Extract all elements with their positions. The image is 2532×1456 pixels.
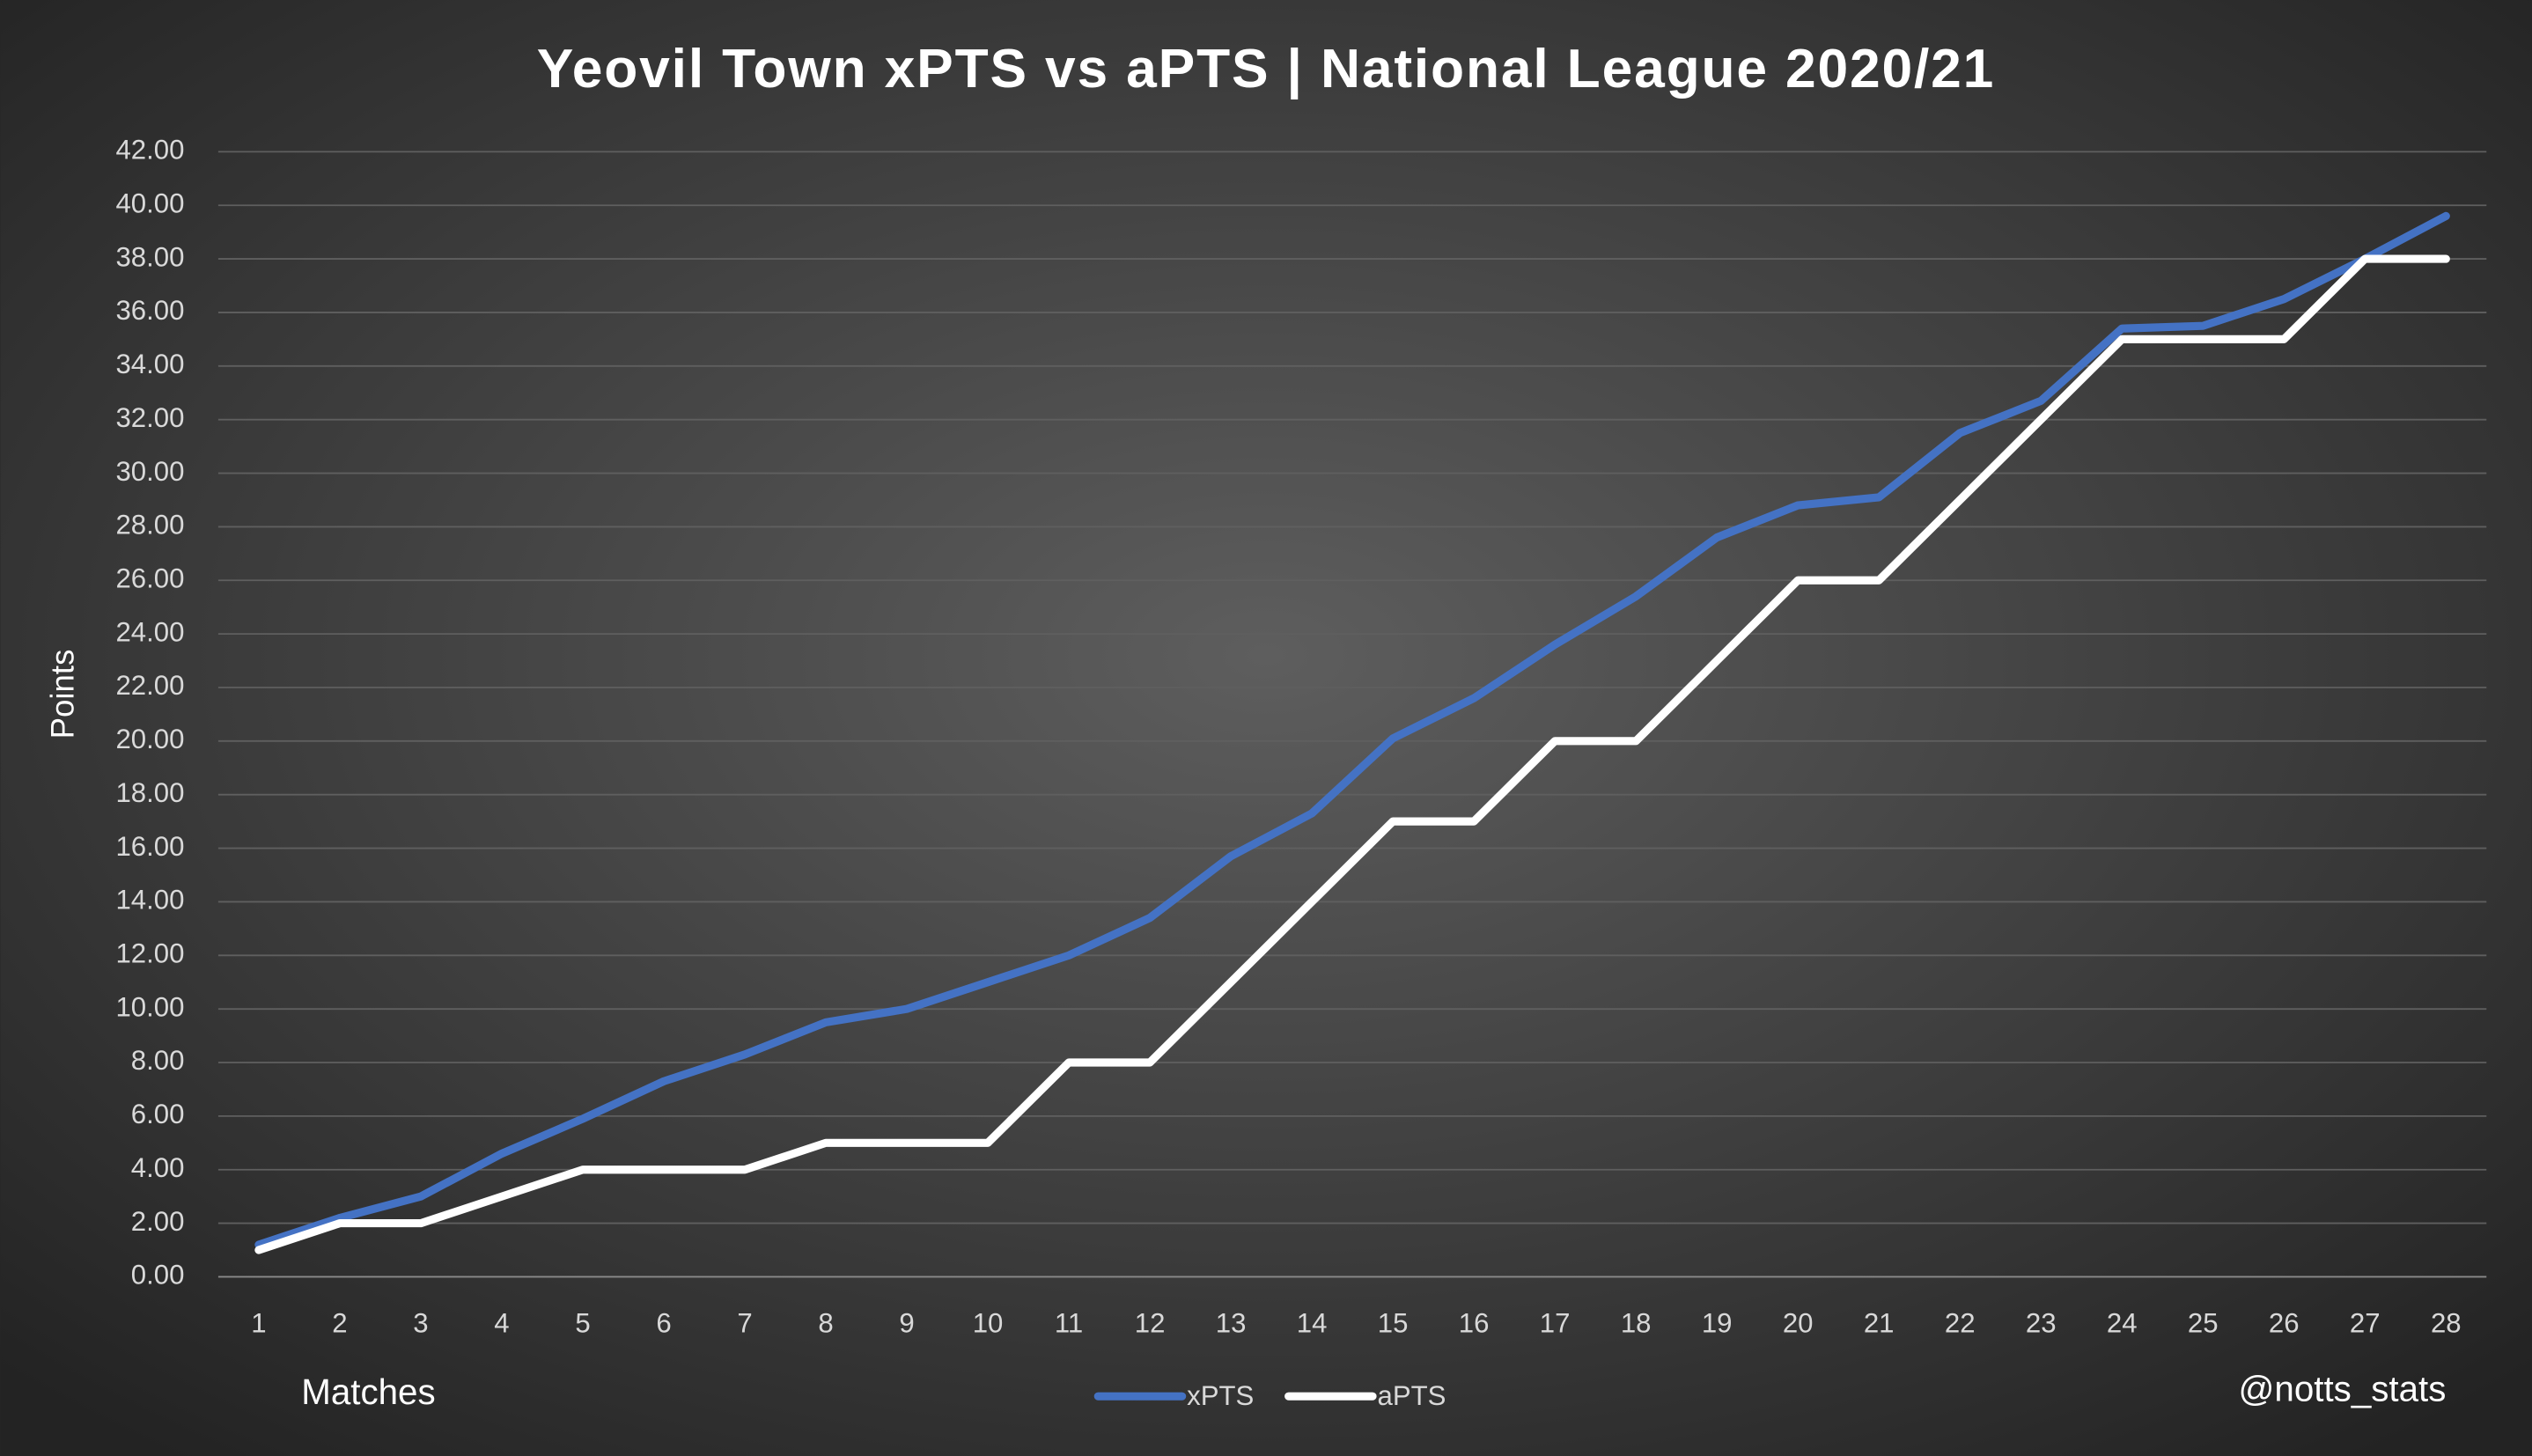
x-tick-label: 16	[1459, 1308, 1490, 1339]
x-tick-label: 25	[2188, 1308, 2219, 1339]
x-tick-label: 14	[1297, 1308, 1328, 1339]
y-tick-label: 22.00	[115, 670, 184, 701]
y-tick-label: 18.00	[115, 777, 184, 808]
y-tick-label: 16.00	[115, 831, 184, 862]
x-tick-label: 7	[737, 1308, 752, 1339]
x-tick-label: 1	[251, 1308, 266, 1339]
x-tick-label: 10	[973, 1308, 1004, 1339]
y-tick-label: 24.00	[115, 616, 184, 647]
y-tick-label: 10.00	[115, 991, 184, 1022]
x-tick-label: 20	[1783, 1308, 1814, 1339]
legend-label: xPTS	[1187, 1380, 1254, 1411]
x-tick-label: 27	[2350, 1308, 2381, 1339]
y-tick-label: 28.00	[115, 510, 184, 540]
y-tick-label: 8.00	[131, 1045, 185, 1076]
x-tick-label: 17	[1540, 1308, 1571, 1339]
y-tick-label: 36.00	[115, 295, 184, 326]
y-tick-label: 4.00	[131, 1152, 185, 1183]
x-tick-label: 22	[1945, 1308, 1976, 1339]
y-tick-label: 2.00	[131, 1206, 185, 1237]
y-tick-label: 42.00	[115, 135, 184, 165]
y-tick-label: 34.00	[115, 349, 184, 379]
y-tick-label: 30.00	[115, 456, 184, 487]
x-tick-label: 3	[413, 1308, 428, 1339]
series-line	[254, 254, 2450, 1254]
y-tick-label: 38.00	[115, 241, 184, 272]
y-tick-label: 32.00	[115, 402, 184, 433]
x-tick-label: 2	[332, 1308, 347, 1339]
x-tick-label: 26	[2269, 1308, 2300, 1339]
x-tick-label: 13	[1216, 1308, 1247, 1339]
chart-title: Yeovil Town xPTS vs aPTS | National Leag…	[537, 39, 1995, 99]
x-tick-label: 9	[899, 1308, 914, 1339]
annotation: @notts_stats	[2238, 1368, 2446, 1408]
x-tick-label: 5	[575, 1308, 590, 1339]
y-tick-label: 20.00	[115, 724, 184, 754]
y-axis-label: Points	[44, 650, 80, 739]
y-tick-label: 40.00	[115, 188, 184, 218]
legend-label: aPTS	[1378, 1380, 1446, 1411]
series-line	[254, 211, 2450, 1249]
y-tick-label: 6.00	[131, 1099, 185, 1129]
y-tick-label: 26.00	[115, 563, 184, 593]
y-tick-label: 12.00	[115, 938, 184, 969]
x-tick-label: 19	[1702, 1308, 1733, 1339]
x-tick-label: 11	[1055, 1308, 1083, 1339]
x-tick-label: 6	[656, 1308, 671, 1339]
x-tick-label: 18	[1621, 1308, 1652, 1339]
x-tick-label: 4	[494, 1308, 509, 1339]
x-tick-label: 8	[818, 1308, 833, 1339]
y-tick-label: 0.00	[131, 1260, 185, 1291]
x-tick-label: 28	[2431, 1308, 2462, 1339]
x-tick-label: 15	[1378, 1308, 1409, 1339]
x-tick-label: 24	[2107, 1308, 2138, 1339]
x-axis-label: Matches	[301, 1371, 435, 1412]
x-tick-label: 23	[2026, 1308, 2057, 1339]
x-tick-label: 21	[1864, 1308, 1895, 1339]
y-tick-label: 14.00	[115, 885, 184, 916]
x-tick-label: 12	[1135, 1308, 1166, 1339]
